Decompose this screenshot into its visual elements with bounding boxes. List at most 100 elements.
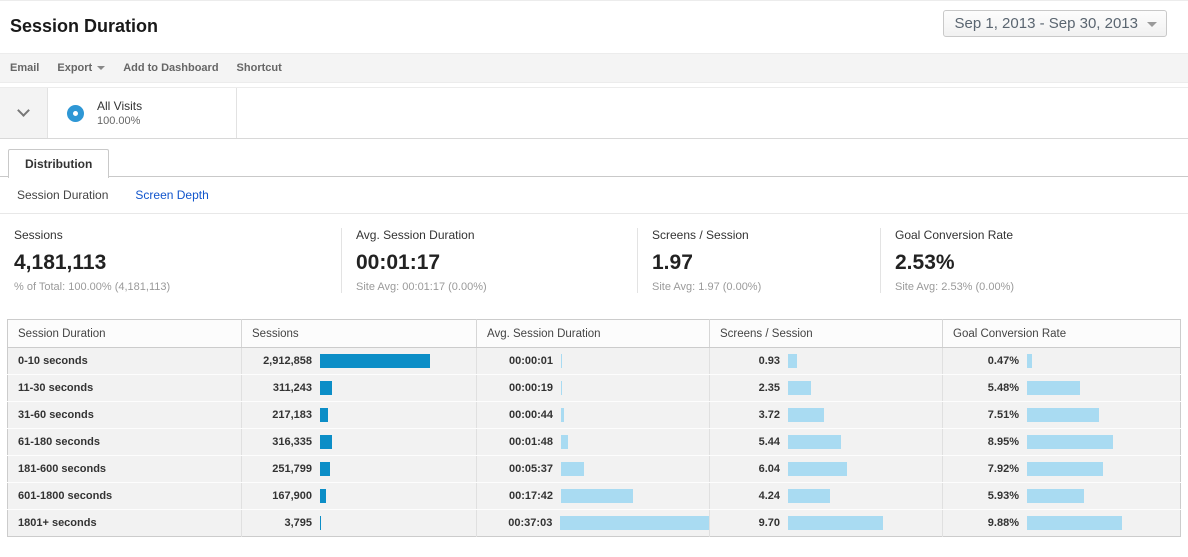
chevron-down-icon [17,104,30,117]
goal-conversion-rate-value: 9.88% [987,517,1019,529]
session-duration-cell: 0-10 seconds [7,347,242,375]
avg-session-duration-bar [561,435,568,449]
col-header-session-duration[interactable]: Session Duration [7,319,242,348]
action-toolbar: Email Export Add to Dashboard Shortcut [0,53,1188,83]
subnav-item-session-duration[interactable]: Session Duration [17,188,109,202]
col-header-avg-session-duration[interactable]: Avg. Session Duration [476,319,710,348]
metric-subtext: Site Avg: 1.97 (0.00%) [652,281,762,293]
screens-per-session-bar [788,489,830,503]
subnav-item-screen-depth[interactable]: Screen Depth [135,188,209,202]
date-range-selector[interactable]: Sep 1, 2013 - Sep 30, 2013 [942,10,1167,37]
email-button-label: Email [10,62,40,74]
metric-scorecards: Sessions 4,181,113 % of Total: 100.00% (… [0,214,1188,311]
shortcut-button-label: Shortcut [236,62,282,74]
screens-per-session-cell: 5.44 [709,428,943,456]
avg-session-duration-value: 00:17:42 [508,490,553,502]
goal-conversion-rate-cell: 0.47% [942,347,1181,375]
screens-per-session-bar [788,462,847,476]
goal-conversion-rate-bar [1027,516,1122,530]
goal-conversion-rate-bar [1027,408,1099,422]
session-duration-cell: 31-60 seconds [7,401,242,429]
table-body: 0-10 seconds 2,912,858 00:00:01 0.93 0.47% 11… [7,347,1181,537]
sessions-cell: 316,335 [241,428,477,456]
avg-session-duration-cell: 00:00:19 [476,374,710,402]
chevron-down-icon [97,66,106,70]
export-button[interactable]: Export [57,62,106,74]
avg-session-duration-value: 00:37:03 [508,517,553,529]
sessions-cell: 2,912,858 [241,347,477,375]
goal-conversion-rate-value: 5.93% [987,490,1019,502]
session-duration-cell: 61-180 seconds [7,428,242,456]
screens-per-session-value: 2.35 [758,382,780,394]
sessions-value: 3,795 [284,517,312,529]
metric-sessions: Sessions 4,181,113 % of Total: 100.00% (… [0,228,341,293]
metric-subtext: % of Total: 100.00% (4,181,113) [14,281,171,293]
screens-per-session-cell: 9.70 [709,509,943,537]
session-duration-cell: 601-1800 seconds [7,482,242,510]
add-to-dashboard-button[interactable]: Add to Dashboard [123,62,218,74]
col-header-screens-per-session[interactable]: Screens / Session [709,319,943,348]
screens-per-session-value: 0.93 [758,355,780,367]
avg-session-duration-value: 00:00:19 [508,382,553,394]
sessions-value: 316,335 [272,436,312,448]
report-header: Session Duration Sep 1, 2013 - Sep 30, 2… [0,1,1188,53]
avg-session-duration-value: 00:05:37 [508,463,553,475]
add-to-dashboard-label: Add to Dashboard [123,62,219,74]
export-button-label: Export [57,62,93,74]
table-row: 31-60 seconds 217,183 00:00:44 3.72 7.51% [7,401,1181,429]
screens-per-session-value: 5.44 [758,436,780,448]
screens-per-session-bar [788,381,811,395]
metric-value: 4,181,113 [14,251,107,274]
avg-session-duration-cell: 00:37:03 [476,509,710,537]
goal-conversion-rate-bar [1027,435,1113,449]
sessions-bar [320,516,321,530]
metric-value: 2.53% [895,251,955,274]
metric-label: Screens / Session [652,228,749,242]
goal-conversion-rate-value: 7.51% [987,409,1019,421]
screens-per-session-bar [788,435,841,449]
tab-distribution[interactable]: Distribution [8,149,110,178]
segment-percent: 100.00% [97,115,141,127]
goal-conversion-rate-cell: 7.51% [942,401,1181,429]
col-header-sessions[interactable]: Sessions [241,319,477,348]
segment-donut-icon [67,104,84,122]
segment-card-all-visits[interactable]: All Visits 100.00% [48,88,237,138]
sessions-value: 251,799 [272,463,312,475]
metric-subtext: Site Avg: 00:01:17 (0.00%) [356,281,487,293]
sessions-bar [320,354,430,368]
segment-strip: All Visits 100.00% [0,87,1188,139]
screens-per-session-bar [788,408,824,422]
goal-conversion-rate-bar [1027,354,1032,368]
shortcut-button[interactable]: Shortcut [237,62,282,74]
metric-goal-conversion-rate: Goal Conversion Rate 2.53% Site Avg: 2.5… [880,228,1188,293]
screens-per-session-cell: 4.24 [709,482,943,510]
screens-per-session-value: 3.72 [758,409,780,421]
screens-per-session-value: 9.70 [758,517,780,529]
goal-conversion-rate-cell: 7.92% [942,455,1181,483]
avg-session-duration-cell: 00:01:48 [476,428,710,456]
sessions-cell: 311,243 [241,374,477,402]
session-duration-cell: 181-600 seconds [7,455,242,483]
avg-session-duration-cell: 00:05:37 [476,455,710,483]
metric-label: Goal Conversion Rate [895,228,1014,242]
distribution-table: Session Duration Sessions Avg. Session D… [7,319,1181,537]
date-range-label: Sep 1, 2013 - Sep 30, 2013 [954,15,1138,32]
email-button[interactable]: Email [10,62,39,74]
avg-session-duration-value: 00:00:01 [508,355,553,367]
avg-session-duration-cell: 00:17:42 [476,482,710,510]
sessions-cell: 251,799 [241,455,477,483]
metric-subtext: Site Avg: 2.53% (0.00%) [895,281,1015,293]
screens-per-session-bar [788,516,883,530]
col-header-goal-conversion-rate[interactable]: Goal Conversion Rate [942,319,1181,348]
metric-screens-per-session: Screens / Session 1.97 Site Avg: 1.97 (0… [637,228,880,293]
sessions-value: 167,900 [272,490,312,502]
sessions-value: 2,912,858 [263,355,312,367]
page-title: Session Duration [10,16,159,36]
sessions-cell: 3,795 [241,509,477,537]
sessions-bar [320,462,330,476]
table-header-row: Session Duration Sessions Avg. Session D… [7,319,1181,348]
table-row: 11-30 seconds 311,243 00:00:19 2.35 5.48% [7,374,1181,402]
metric-value: 00:01:17 [356,251,441,274]
goal-conversion-rate-cell: 5.93% [942,482,1181,510]
segment-collapse-button[interactable] [0,88,48,138]
